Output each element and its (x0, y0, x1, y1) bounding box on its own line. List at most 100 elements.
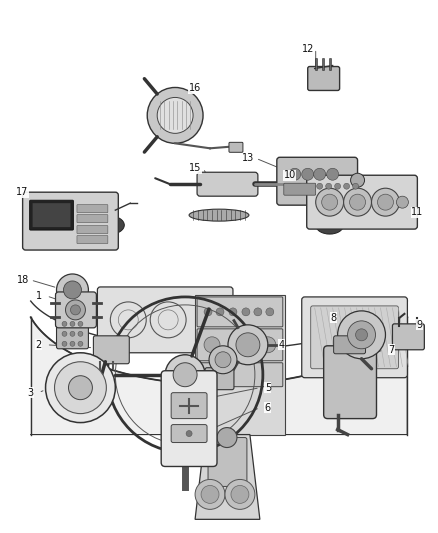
Circle shape (195, 480, 225, 510)
Circle shape (232, 337, 248, 353)
FancyBboxPatch shape (23, 192, 118, 250)
Circle shape (260, 337, 276, 353)
Circle shape (314, 168, 326, 180)
Circle shape (78, 341, 83, 346)
Circle shape (66, 300, 85, 320)
Circle shape (327, 168, 339, 180)
FancyBboxPatch shape (197, 363, 283, 386)
Ellipse shape (316, 216, 343, 234)
Circle shape (321, 194, 338, 210)
Circle shape (215, 352, 231, 368)
Text: 17: 17 (17, 187, 29, 197)
Circle shape (173, 363, 197, 386)
Text: 11: 11 (411, 207, 424, 217)
FancyBboxPatch shape (93, 336, 129, 364)
Text: 13: 13 (242, 154, 254, 163)
Text: 12: 12 (301, 44, 314, 54)
Circle shape (64, 281, 81, 299)
Text: 10: 10 (284, 170, 296, 180)
Circle shape (70, 332, 75, 336)
Circle shape (165, 355, 205, 394)
Circle shape (266, 308, 274, 316)
FancyBboxPatch shape (97, 287, 233, 353)
FancyBboxPatch shape (77, 236, 108, 244)
FancyBboxPatch shape (197, 172, 258, 196)
Circle shape (71, 305, 81, 315)
Text: 8: 8 (331, 313, 337, 323)
Ellipse shape (189, 209, 249, 221)
Circle shape (62, 332, 67, 336)
Circle shape (54, 362, 106, 414)
Text: 2: 2 (35, 340, 42, 350)
Circle shape (228, 325, 268, 365)
Text: 1: 1 (35, 291, 42, 301)
Circle shape (78, 332, 83, 336)
FancyBboxPatch shape (77, 225, 108, 233)
Circle shape (57, 274, 88, 306)
Circle shape (204, 308, 212, 316)
Circle shape (70, 321, 75, 326)
FancyBboxPatch shape (311, 306, 399, 369)
Circle shape (186, 431, 192, 437)
Circle shape (229, 308, 237, 316)
FancyBboxPatch shape (171, 393, 207, 418)
FancyBboxPatch shape (56, 292, 96, 328)
Circle shape (317, 183, 323, 189)
FancyBboxPatch shape (284, 183, 316, 195)
Polygon shape (31, 317, 407, 434)
FancyBboxPatch shape (302, 297, 407, 378)
Circle shape (62, 341, 67, 346)
Text: 4: 4 (279, 340, 285, 350)
FancyBboxPatch shape (57, 300, 88, 349)
FancyBboxPatch shape (208, 438, 247, 487)
Circle shape (225, 480, 255, 510)
FancyBboxPatch shape (205, 368, 234, 390)
Text: 3: 3 (28, 387, 34, 398)
Text: 16: 16 (189, 84, 201, 93)
Circle shape (348, 321, 375, 349)
FancyBboxPatch shape (334, 336, 366, 354)
Circle shape (62, 321, 67, 326)
FancyBboxPatch shape (171, 425, 207, 442)
Circle shape (338, 311, 385, 359)
FancyBboxPatch shape (30, 200, 74, 230)
Circle shape (236, 333, 260, 357)
Text: 9: 9 (416, 320, 422, 330)
Text: 6: 6 (265, 402, 271, 413)
Circle shape (216, 308, 224, 316)
FancyBboxPatch shape (32, 203, 71, 227)
Circle shape (231, 486, 249, 503)
Circle shape (78, 321, 83, 326)
Ellipse shape (96, 216, 124, 234)
Circle shape (326, 183, 332, 189)
Text: 5: 5 (265, 383, 271, 393)
Circle shape (316, 188, 343, 216)
FancyBboxPatch shape (324, 346, 377, 418)
Circle shape (147, 87, 203, 143)
FancyBboxPatch shape (197, 329, 283, 361)
Circle shape (70, 341, 75, 346)
Circle shape (371, 188, 399, 216)
Circle shape (350, 194, 366, 210)
Circle shape (209, 346, 237, 374)
FancyBboxPatch shape (392, 324, 424, 350)
Text: 15: 15 (189, 163, 201, 173)
Circle shape (396, 196, 408, 208)
FancyBboxPatch shape (77, 205, 108, 213)
FancyBboxPatch shape (197, 297, 283, 327)
FancyBboxPatch shape (77, 215, 108, 223)
Circle shape (217, 427, 237, 448)
FancyBboxPatch shape (307, 175, 417, 229)
Text: 7: 7 (389, 345, 395, 355)
Circle shape (242, 308, 250, 316)
FancyBboxPatch shape (308, 67, 339, 91)
Circle shape (204, 337, 220, 353)
Circle shape (254, 308, 262, 316)
Circle shape (289, 168, 301, 180)
Polygon shape (195, 434, 260, 519)
FancyBboxPatch shape (195, 295, 285, 434)
Circle shape (302, 168, 314, 180)
Circle shape (378, 194, 393, 210)
FancyBboxPatch shape (161, 371, 217, 466)
Circle shape (353, 183, 359, 189)
